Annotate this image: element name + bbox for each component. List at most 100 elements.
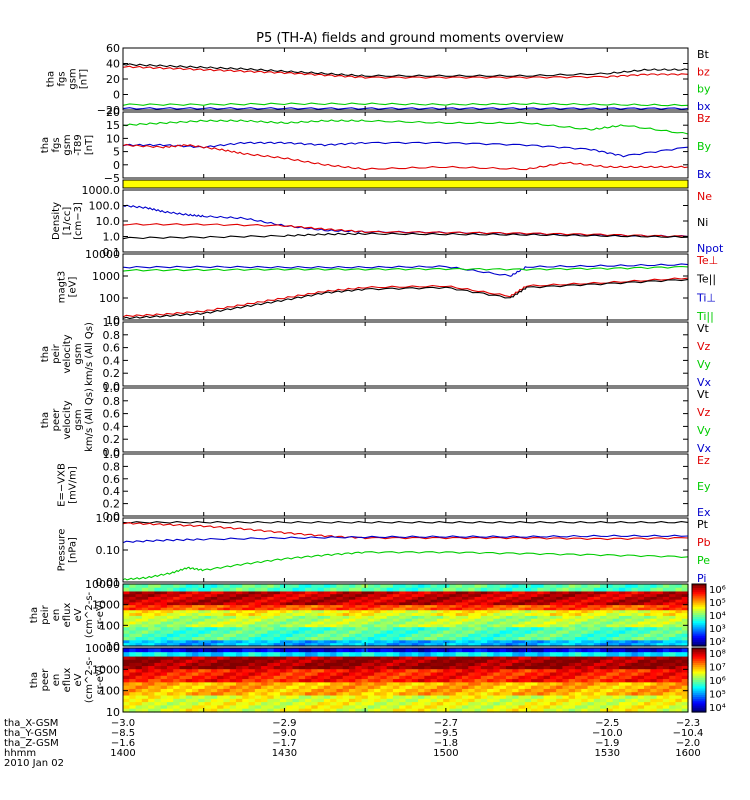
spectrogram-cell <box>292 607 300 611</box>
spectrogram-cell <box>185 708 193 713</box>
spectrogram-cell <box>625 618 633 623</box>
spectrogram-cell <box>248 640 256 644</box>
spectrogram-cell <box>656 613 664 617</box>
spectrogram-cell <box>537 648 545 653</box>
spectrogram-cell <box>618 656 626 661</box>
colorbar-segment <box>692 643 706 647</box>
spectrogram-cell <box>317 596 325 601</box>
spectrogram-cell <box>336 675 344 680</box>
spectrogram-cell <box>650 605 658 609</box>
colorbar-segment <box>692 588 706 591</box>
spectrogram-cell <box>581 637 589 641</box>
spectrogram-cell <box>254 610 262 614</box>
spectrogram-cell <box>644 666 651 670</box>
spectrogram-cell <box>675 675 683 680</box>
spectrogram-cell <box>644 630 651 635</box>
spectrogram-cell <box>575 648 582 653</box>
spectrogram-cell <box>123 662 130 667</box>
spectrogram-cell <box>487 643 494 647</box>
spectrogram-cell <box>141 633 149 638</box>
spectrogram-cell <box>487 602 494 606</box>
spectrogram-cell <box>123 666 130 670</box>
spectrogram-cell <box>556 615 564 620</box>
spectrogram-cell <box>449 698 457 703</box>
spectrogram-cell <box>367 682 375 687</box>
spectrogram-cell <box>669 607 677 611</box>
legend-entry: By <box>697 140 712 153</box>
spectrogram-cell <box>568 662 576 667</box>
spectrogram-cell <box>468 643 476 647</box>
spectrogram-cell <box>455 640 463 644</box>
spectrogram-cell <box>443 692 451 697</box>
spectrogram-cell <box>330 659 338 664</box>
spectrogram-cell <box>292 599 300 603</box>
spectrogram-cell <box>292 618 300 623</box>
spectrogram-cell <box>217 607 225 611</box>
spectrogram-cell <box>236 602 243 606</box>
spectrogram-cell <box>380 584 388 589</box>
spectrogram-cell <box>468 607 476 611</box>
spectrogram-cell <box>267 659 275 664</box>
spectrogram-cell <box>123 695 130 700</box>
spectrogram-cell <box>317 692 325 697</box>
spectrogram-cell <box>487 640 494 644</box>
spectrogram-cell <box>355 682 363 687</box>
spectrogram-cell <box>449 643 457 647</box>
spectrogram-cell <box>618 695 626 700</box>
spectrogram-cell <box>669 587 677 593</box>
spectrogram-cell <box>135 605 143 609</box>
x-annotation-row-label: tha_Z-GSM <box>4 738 59 749</box>
spectrogram-cell <box>298 643 306 647</box>
spectrogram-cell <box>217 659 225 664</box>
spectrogram-cell <box>430 685 438 690</box>
spectrogram-cell <box>462 679 469 683</box>
y-tick-label: 0.8 <box>103 329 121 342</box>
spectrogram-cell <box>436 692 444 697</box>
spectrogram-cell <box>141 618 149 623</box>
spectrogram-cell <box>543 698 551 703</box>
spectrogram-cell <box>618 672 626 677</box>
spectrogram-cell <box>543 627 551 632</box>
spectrogram-cell <box>192 591 199 595</box>
colorbar-segment <box>692 671 706 675</box>
spectrogram-cell <box>129 682 137 687</box>
spectrogram-cell <box>192 672 199 677</box>
spectrogram-cell <box>644 656 651 661</box>
spectrogram-cell <box>518 584 526 589</box>
spectrogram-cell <box>179 685 187 690</box>
spectrogram-cell <box>261 615 268 620</box>
spectrogram-cell <box>531 607 538 611</box>
spectrogram-cell <box>524 675 532 680</box>
spectrogram-cell <box>179 610 187 614</box>
spectrogram-cell <box>537 605 545 609</box>
spectrogram-cell <box>179 618 187 623</box>
spectrogram-cell <box>449 633 457 638</box>
spectrogram-cell <box>148 705 155 710</box>
legend-entry: Te⊥ <box>696 254 718 267</box>
spectrogram-cell <box>330 688 338 693</box>
spectrogram-cell <box>166 669 174 674</box>
spectrogram-cell <box>531 591 538 595</box>
spectrogram-cell <box>405 621 413 625</box>
spectrogram-cell <box>443 643 451 647</box>
spectrogram-cell <box>292 591 300 595</box>
spectrogram-cell <box>179 648 187 653</box>
spectrogram-cell <box>298 656 306 661</box>
spectrogram-cell <box>480 688 488 693</box>
spectrogram-cell <box>424 624 432 628</box>
spectrogram-cell <box>129 615 137 620</box>
spectrogram-cell <box>273 627 281 632</box>
spectrogram-cell <box>681 695 689 700</box>
spectrogram-cell <box>349 659 356 664</box>
spectrogram-cell <box>380 587 388 593</box>
spectrogram-cell <box>505 705 513 710</box>
spectrogram-cell <box>612 698 620 703</box>
spectrogram-cell <box>656 662 664 667</box>
spectrogram-cell <box>474 672 482 677</box>
spectrogram-cell <box>123 627 130 632</box>
spectrogram-cell <box>524 656 532 661</box>
spectrogram-cell <box>480 599 488 603</box>
spectrogram-cell <box>568 637 576 641</box>
spectrogram-cell <box>392 618 400 623</box>
